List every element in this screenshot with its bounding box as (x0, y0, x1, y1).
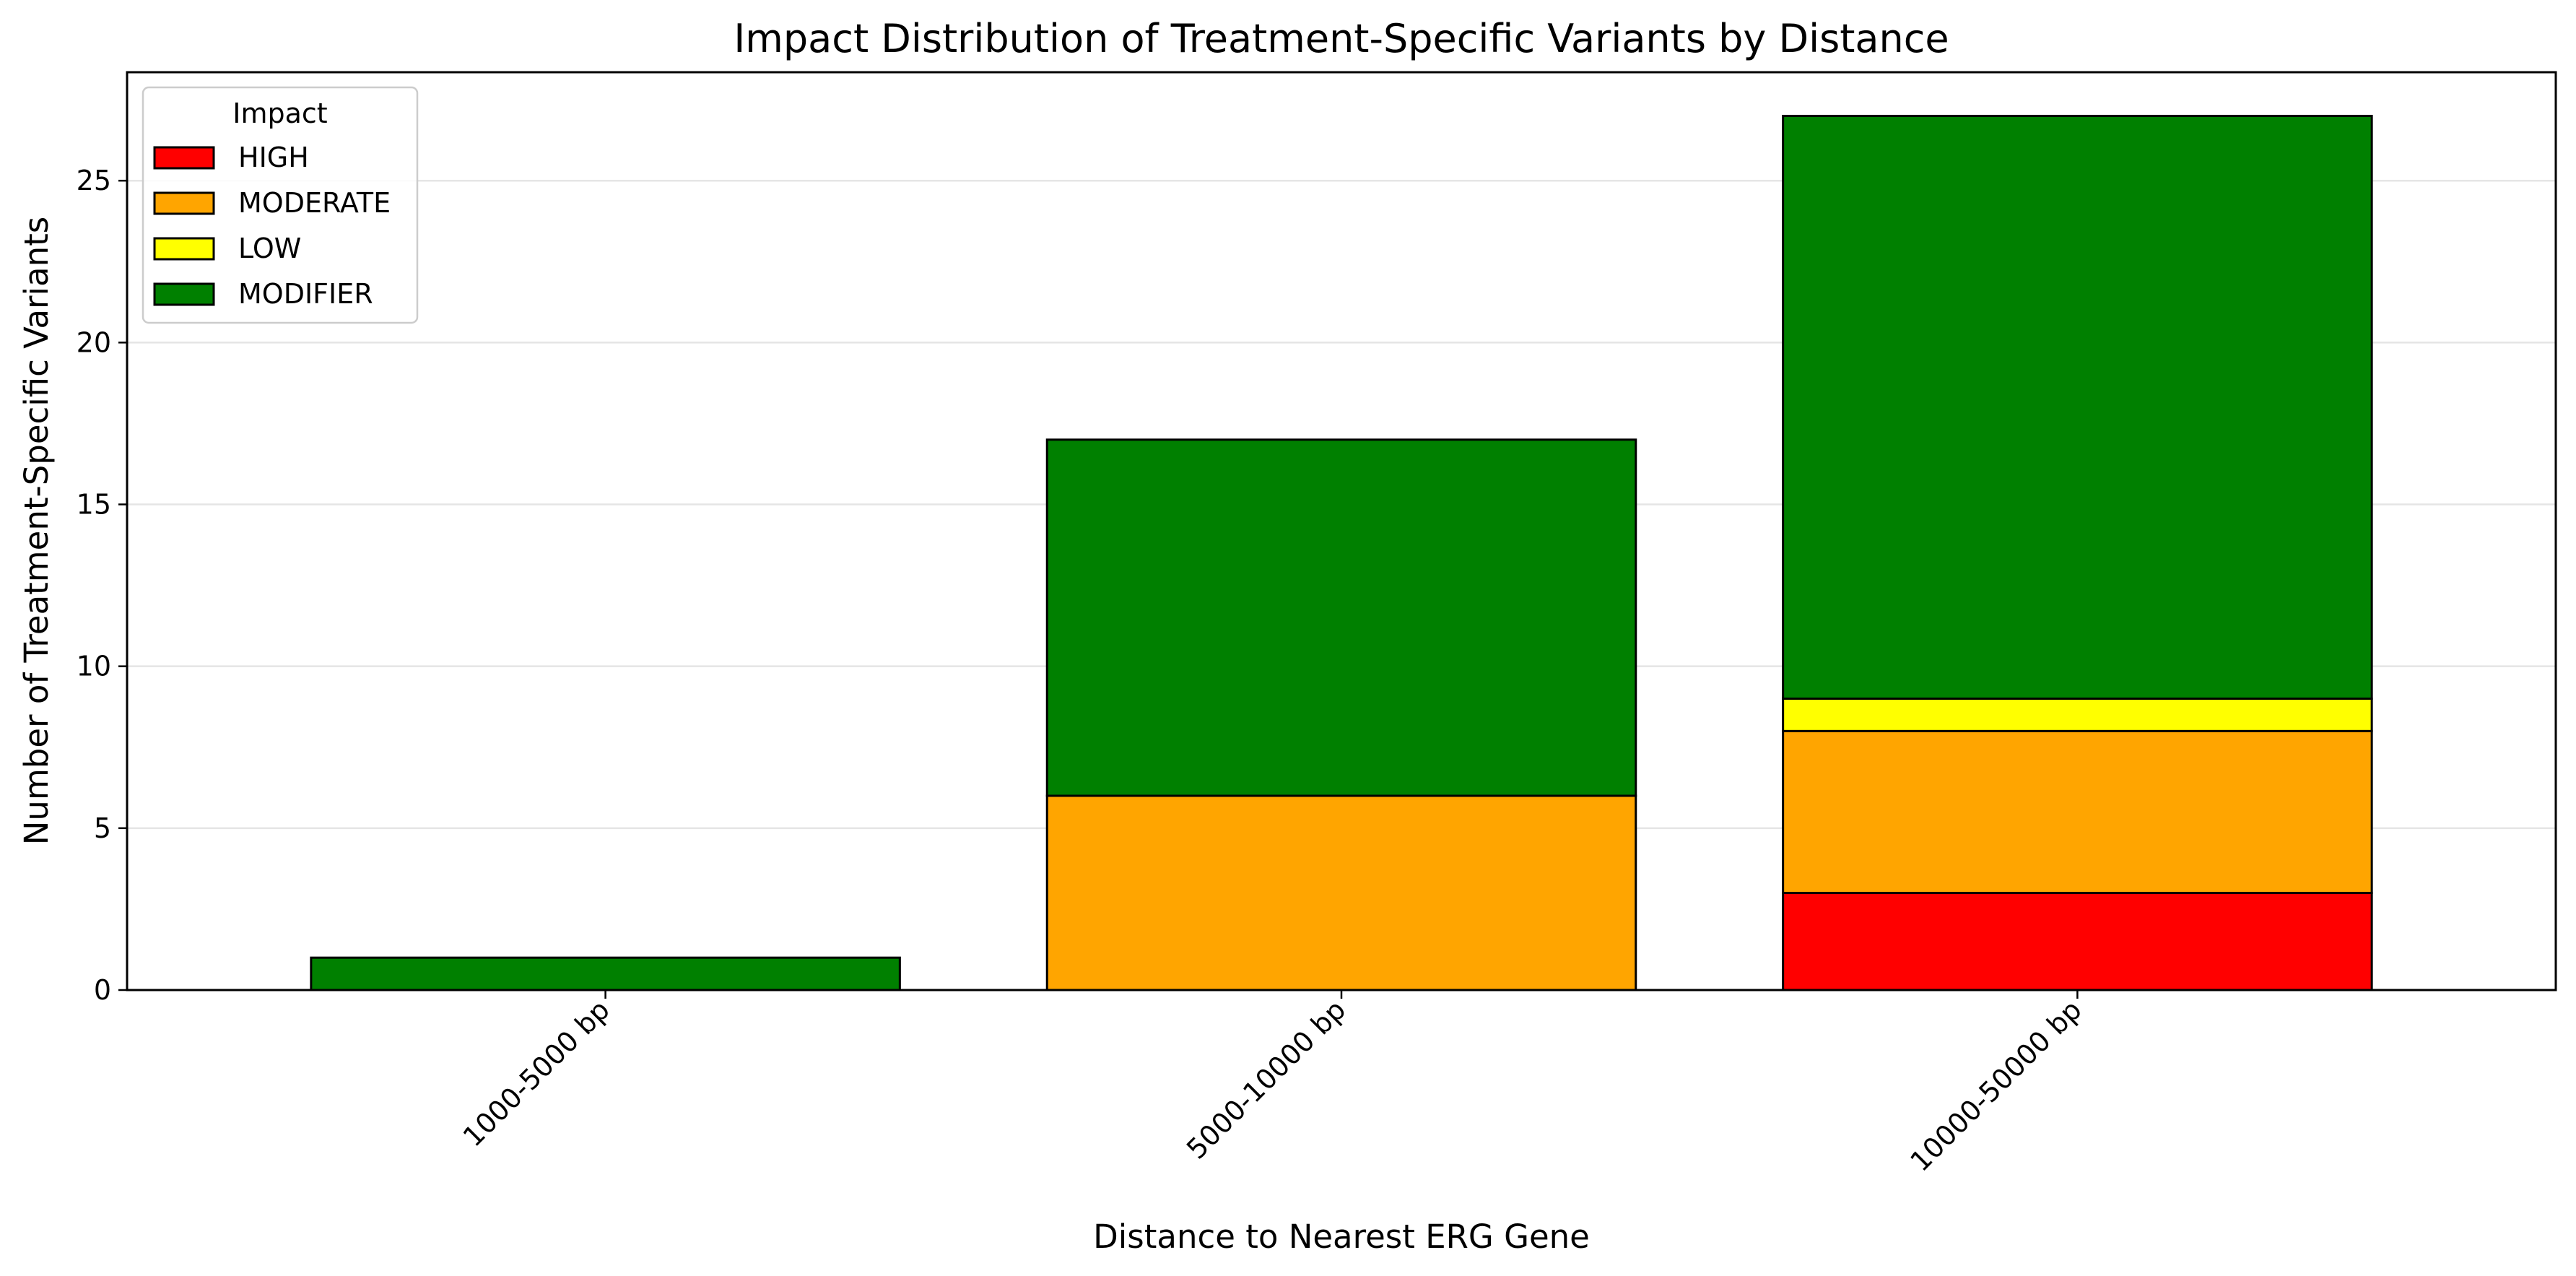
legend-swatch-moderate (153, 191, 215, 215)
y-axis-label: Number of Treatment-Specific Variants (17, 217, 56, 845)
legend-title: Impact (232, 97, 327, 129)
y-tick-label: 5 (94, 812, 111, 844)
bar-modifier-3 (1782, 115, 2373, 700)
y-tick-label: 10 (77, 651, 111, 682)
y-tick-label: 15 (77, 489, 111, 521)
chart-title: Impact Distribution of Treatment-Specifi… (734, 16, 1949, 61)
x-tick-label: 5000-10000 bp (1180, 994, 1352, 1165)
bar-modifier-1 (310, 956, 901, 991)
legend-label-moderate: MODERATE (238, 187, 391, 219)
legend-swatch-low (153, 237, 215, 261)
legend-label-high: HIGH (238, 142, 309, 173)
x-tick-label: 1000-5000 bp (457, 994, 616, 1153)
y-tick-label: 0 (94, 974, 111, 1006)
x-axis-ticks: 1000-5000 bp 5000-10000 bp 10000-50000 bp (457, 990, 2088, 1178)
bar-modifier-2 (1045, 438, 1637, 797)
x-axis-label: Distance to Nearest ERG Gene (1093, 1218, 1590, 1256)
y-tick-label: 25 (77, 165, 111, 196)
bar-moderate-2 (1045, 794, 1637, 991)
legend-label-low: LOW (238, 233, 301, 264)
bar-high-3 (1782, 892, 2373, 991)
bar-low-3 (1782, 698, 2373, 732)
legend-label-modifier: MODIFIER (238, 278, 373, 310)
bars (310, 115, 2373, 991)
bar-moderate-3 (1782, 729, 2373, 895)
legend-swatch-modifier (153, 282, 215, 306)
y-tick-label: 20 (77, 326, 111, 358)
x-tick-label: 10000-50000 bp (1904, 994, 2087, 1177)
legend: Impact HIGH MODERATE LOW MODIFIER (142, 86, 419, 324)
legend-swatch-high (153, 146, 215, 170)
y-axis-ticks: 0 5 10 15 20 25 (77, 165, 127, 1006)
